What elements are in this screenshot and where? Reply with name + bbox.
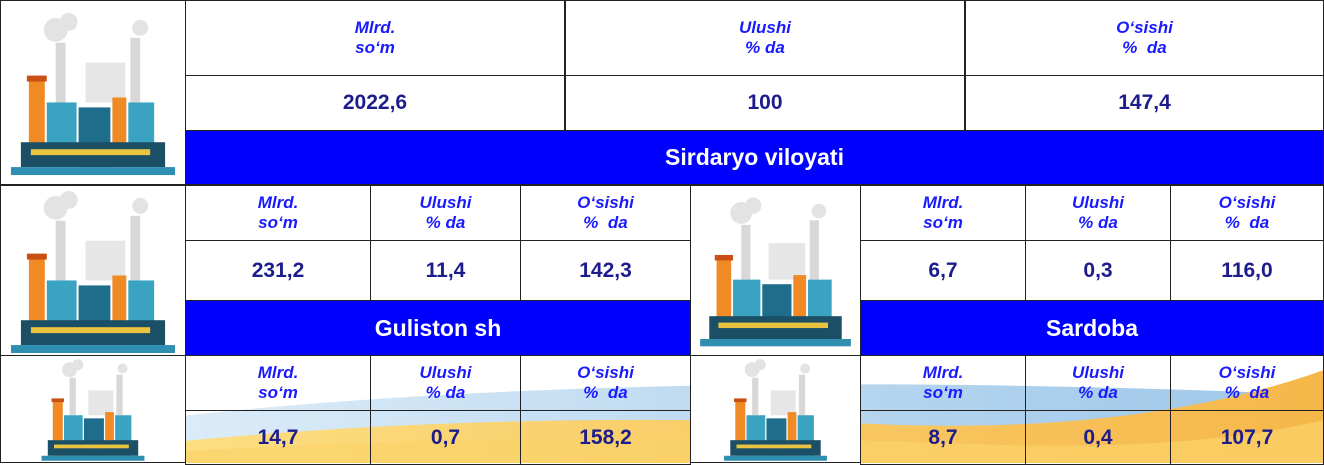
cell-text: Mlrd. bbox=[258, 193, 299, 213]
cell-text: O‘sishi bbox=[1219, 363, 1276, 383]
header-cell: Mlrd.so‘m bbox=[860, 185, 1026, 241]
value-cell: 147,4 bbox=[965, 75, 1324, 131]
value-cell: 158,2 bbox=[520, 410, 691, 465]
value-cell: 100 bbox=[565, 75, 965, 131]
cell-text: 231,2 bbox=[252, 259, 305, 283]
value-cell: 0,4 bbox=[1025, 410, 1171, 465]
cell-text: O‘sishi bbox=[1116, 18, 1173, 38]
cell-text: Sirdaryo viloyati bbox=[665, 144, 844, 171]
value-cell: 0,3 bbox=[1025, 240, 1171, 301]
header-cell: Ulushi% da bbox=[370, 185, 521, 241]
cell-text: Mlrd. bbox=[923, 363, 964, 383]
factory-graphic bbox=[1, 1, 185, 184]
cell-text: % da bbox=[583, 383, 627, 403]
cell-text: % da bbox=[583, 213, 627, 233]
header-cell: Mlrd.so‘m bbox=[185, 0, 565, 76]
cell-text: 116,0 bbox=[1221, 259, 1272, 283]
cell-text: % da bbox=[426, 213, 466, 233]
cell-text: Mlrd. bbox=[355, 18, 396, 38]
header-cell: Ulushi% da bbox=[1025, 185, 1171, 241]
factory-icon bbox=[0, 355, 186, 463]
cell-text: 6,7 bbox=[928, 259, 957, 283]
value-cell: 107,7 bbox=[1170, 410, 1324, 465]
cell-text: Ulushi bbox=[420, 193, 472, 213]
value-cell: 8,7 bbox=[860, 410, 1026, 465]
header-cell: Ulushi% da bbox=[1025, 355, 1171, 411]
cell-text: 0,4 bbox=[1083, 426, 1112, 450]
cell-text: Ulushi bbox=[420, 363, 472, 383]
title-band: Sirdaryo viloyati bbox=[185, 130, 1324, 185]
value-cell: 14,7 bbox=[185, 410, 371, 465]
cell-text: % da bbox=[1225, 213, 1269, 233]
header-cell: O‘sishi% da bbox=[520, 185, 691, 241]
cell-text: Ulushi bbox=[1072, 193, 1124, 213]
cell-text: Sardoba bbox=[1046, 315, 1138, 342]
value-cell: 0,7 bbox=[370, 410, 521, 465]
factory-graphic bbox=[691, 356, 860, 462]
cell-text: % da bbox=[1225, 383, 1269, 403]
cell-text: Mlrd. bbox=[258, 363, 299, 383]
factory-icon bbox=[690, 185, 861, 356]
cell-text: 0,7 bbox=[431, 426, 460, 450]
cell-text: so‘m bbox=[923, 213, 963, 233]
factory-icon bbox=[0, 185, 186, 356]
cell-text: 142,3 bbox=[579, 259, 632, 283]
factory-graphic bbox=[1, 356, 185, 462]
header-cell: O‘sishi% da bbox=[1170, 355, 1324, 411]
value-cell: 142,3 bbox=[520, 240, 691, 301]
cell-text: so‘m bbox=[258, 383, 298, 403]
value-cell: 231,2 bbox=[185, 240, 371, 301]
page: Mlrd.so‘m2022,6Ulushi% da100O‘sishi% da1… bbox=[0, 0, 1324, 463]
title-band: Guliston sh bbox=[185, 300, 691, 356]
header-cell: O‘sishi% da bbox=[965, 0, 1324, 76]
cell-text: % da bbox=[1078, 213, 1118, 233]
value-cell: 11,4 bbox=[370, 240, 521, 301]
cell-text: 0,3 bbox=[1083, 259, 1112, 283]
cell-text: % da bbox=[745, 38, 785, 58]
value-cell: 116,0 bbox=[1170, 240, 1324, 301]
header-cell: Ulushi% da bbox=[565, 0, 965, 76]
header-cell: O‘sishi% da bbox=[1170, 185, 1324, 241]
factory-graphic bbox=[1, 186, 185, 355]
cell-text: 100 bbox=[747, 91, 782, 115]
header-cell: Ulushi% da bbox=[370, 355, 521, 411]
header-cell: O‘sishi% da bbox=[520, 355, 691, 411]
value-cell: 6,7 bbox=[860, 240, 1026, 301]
cell-text: O‘sishi bbox=[577, 363, 634, 383]
cell-text: 147,4 bbox=[1118, 91, 1171, 115]
header-cell: Mlrd.so‘m bbox=[185, 355, 371, 411]
cell-text: 8,7 bbox=[928, 426, 957, 450]
cell-text: so‘m bbox=[258, 213, 298, 233]
header-cell: Mlrd.so‘m bbox=[185, 185, 371, 241]
cell-text: Mlrd. bbox=[923, 193, 964, 213]
cell-text: % da bbox=[1122, 38, 1166, 58]
factory-icon bbox=[0, 0, 186, 185]
cell-text: 14,7 bbox=[258, 426, 299, 450]
cell-text: % da bbox=[1078, 383, 1118, 403]
cell-text: 2022,6 bbox=[343, 91, 407, 115]
cell-text: O‘sishi bbox=[1219, 193, 1276, 213]
header-cell: Mlrd.so‘m bbox=[860, 355, 1026, 411]
factory-graphic bbox=[691, 186, 860, 355]
value-cell: 2022,6 bbox=[185, 75, 565, 131]
factory-icon bbox=[690, 355, 861, 463]
cell-text: Guliston sh bbox=[375, 315, 502, 342]
cell-text: Ulushi bbox=[1072, 363, 1124, 383]
cell-text: 158,2 bbox=[579, 426, 632, 450]
cell-text: O‘sishi bbox=[577, 193, 634, 213]
cell-text: 11,4 bbox=[426, 259, 466, 283]
cell-text: Ulushi bbox=[739, 18, 791, 38]
title-band: Sardoba bbox=[860, 300, 1324, 356]
cell-text: % da bbox=[426, 383, 466, 403]
cell-text: so‘m bbox=[355, 38, 395, 58]
cell-text: 107,7 bbox=[1221, 426, 1274, 450]
cell-text: so‘m bbox=[923, 383, 963, 403]
